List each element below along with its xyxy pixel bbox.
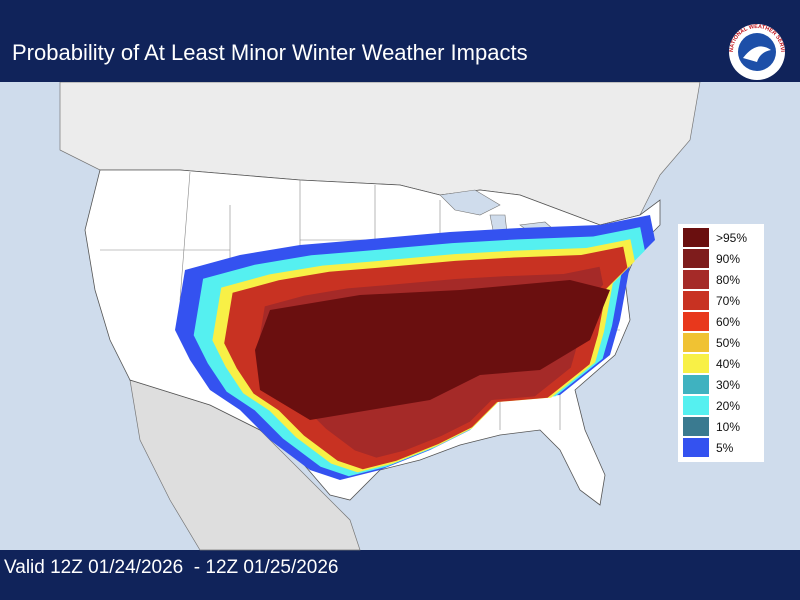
legend-label: 50% [716, 336, 740, 350]
legend-label: 30% [716, 378, 740, 392]
legend-label: 10% [716, 420, 740, 434]
title-bar [0, 22, 800, 82]
title: Probability of At Least Minor Winter Wea… [12, 40, 528, 65]
legend-swatch [683, 312, 709, 331]
legend-label: 40% [716, 357, 740, 371]
legend-swatch [683, 396, 709, 415]
legend-swatch [683, 438, 709, 457]
legend-swatch [683, 375, 709, 394]
legend-swatch [683, 228, 709, 247]
legend-swatch [683, 291, 709, 310]
valid-time: Valid 12Z 01/24/2026 - 12Z 01/25/2026 [4, 557, 339, 578]
legend-swatch [683, 249, 709, 268]
band-95 [255, 280, 610, 420]
legend-label: 60% [716, 315, 740, 329]
legend-label: 70% [716, 294, 740, 308]
legend-label: 20% [716, 399, 740, 413]
legend-swatch [683, 354, 709, 373]
legend-label: 5% [716, 441, 734, 455]
footer-bar [0, 552, 800, 580]
legend-label: 80% [716, 273, 740, 287]
legend-swatch [683, 270, 709, 289]
legend-label: >95% [716, 231, 747, 245]
legend-swatch [683, 333, 709, 352]
legend: >95% 90% 80% 70% 60% 50% 40% 30% 20% 10% 5% [683, 228, 747, 457]
impact-bands [175, 215, 655, 480]
logo-cloud [743, 46, 771, 62]
legend-label: 90% [716, 252, 740, 266]
legend-swatch [683, 417, 709, 436]
